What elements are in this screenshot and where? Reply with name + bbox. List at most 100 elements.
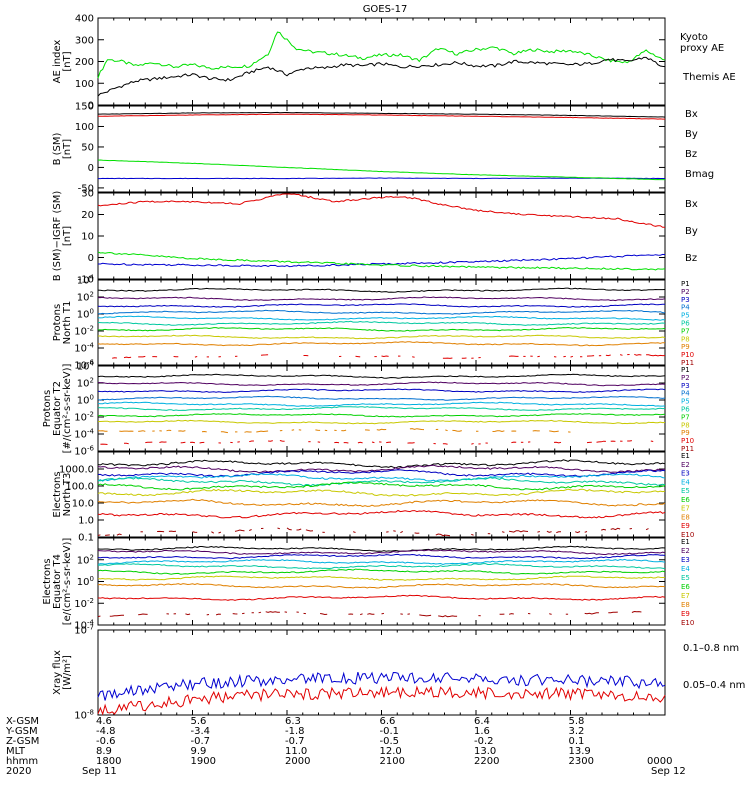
ephemeris-row-label: 2020 xyxy=(6,766,31,777)
series-line-E10 xyxy=(234,529,245,532)
ephemeris-row-label: hhmm xyxy=(6,756,38,767)
series-line-P10 xyxy=(386,441,392,444)
ephemeris-value: 13.0 xyxy=(474,746,496,757)
series-line-E10 xyxy=(393,530,396,532)
series-line-P7 xyxy=(97,326,666,332)
ephemeris-value: 3.2 xyxy=(569,726,585,737)
legend-label: Bmag xyxy=(685,169,714,180)
legend-label: P8 xyxy=(681,421,690,429)
y-axis-label: B (SM) xyxy=(52,132,63,165)
legend-label: P7 xyxy=(681,413,690,421)
y-tick-label: 102 xyxy=(77,377,94,390)
panel-bigrf: -10 0 10 20 30 B (SM)−IGRF (SM) [nT] Bx By Bz xyxy=(52,189,698,286)
legend-label: E7 xyxy=(681,505,690,513)
series-line-E10 xyxy=(471,533,474,536)
y-tick-label: 100 xyxy=(77,575,94,588)
ephemeris-row-label: Z-GSM xyxy=(6,736,39,747)
series-line-P9 xyxy=(220,431,228,434)
legend-label: E10 xyxy=(681,531,694,539)
y-axis-label: Protons xyxy=(42,390,53,427)
ephemeris-value: -0.7 xyxy=(285,736,305,747)
legend-label: P1 xyxy=(681,366,690,374)
ephemeris-value: -0.2 xyxy=(474,736,494,747)
y-axis-label: Xray flux xyxy=(52,650,63,695)
series-line-P9 xyxy=(492,430,505,433)
series-line-E10 xyxy=(138,613,148,616)
series-line-P9 xyxy=(138,430,146,432)
ephemeris-value: 13.9 xyxy=(569,746,591,757)
series-line-E10 xyxy=(305,529,314,532)
series-line-E10 xyxy=(631,610,642,613)
y-tick-label: 50 xyxy=(81,142,94,153)
y-tick-label: 10-2 xyxy=(74,597,94,610)
ephemeris-value: 2100 xyxy=(380,756,405,767)
legend-label: E3 xyxy=(681,470,690,478)
panel-bsm: -50 0 50 100 150 B (SM) [nT] Bx By Bz Bmag xyxy=(52,102,714,195)
legend-label: E2 xyxy=(681,461,690,469)
legend-label: By xyxy=(685,129,698,140)
series-line-E5 xyxy=(97,476,666,487)
series-line-P9 xyxy=(376,428,387,431)
y-axis-label: Equator T2 xyxy=(52,381,63,436)
series-line-P3 xyxy=(97,303,666,308)
series-line-P10 xyxy=(355,355,361,358)
y-tick-label: 150 xyxy=(75,102,94,113)
series-line-Bmag xyxy=(98,111,666,118)
ephemeris-row-label: Y-GSM xyxy=(5,726,38,737)
ephemeris-value: 5.8 xyxy=(569,716,585,727)
series-line-P10 xyxy=(646,354,665,357)
series-line-P8 xyxy=(98,334,666,340)
legend-label: P6 xyxy=(681,406,690,414)
y-tick-label: 104 xyxy=(77,360,95,373)
ephemeris-value: -0.7 xyxy=(191,736,211,747)
series-line-Bx xyxy=(98,177,666,180)
legend-label: P4 xyxy=(681,390,690,398)
series-line-P10 xyxy=(634,353,642,356)
y-tick-label: 10-6 xyxy=(74,445,94,458)
y-tick-label: 10-2 xyxy=(74,325,94,338)
series-line-P7 xyxy=(97,413,666,418)
panel-xray: 10-8 10-7 Xray flux [W/m²] 0.1–0.8 nm 0.05–0.… xyxy=(52,624,745,722)
legend-label: E9 xyxy=(681,522,690,530)
series-line-E10 xyxy=(601,528,607,531)
series-line-P10 xyxy=(194,356,198,358)
ephemeris-value: 12.0 xyxy=(380,746,402,757)
y-axis-label: Protons xyxy=(52,304,63,341)
legend-label: E1 xyxy=(681,452,690,460)
legend-label: P9 xyxy=(681,343,690,351)
series-line-P10 xyxy=(619,354,623,356)
legend-label: E6 xyxy=(681,496,690,504)
series-line-E10 xyxy=(608,611,618,614)
legend-label: P11 xyxy=(681,445,694,453)
panel-frame xyxy=(97,365,666,452)
y-tick-label: 10-7 xyxy=(74,624,94,637)
series-line-E10 xyxy=(501,531,505,533)
series-line-E7 xyxy=(97,575,666,581)
series-line-P9 xyxy=(97,430,108,432)
y-axis-label: Electrons xyxy=(42,558,53,604)
ephemeris-value: -4.8 xyxy=(96,726,116,737)
series-line-P9 xyxy=(178,430,186,432)
series-line-E10 xyxy=(537,531,540,533)
legend-label: P7 xyxy=(681,327,690,335)
legend-label: E4 xyxy=(681,478,690,486)
series-line-E10 xyxy=(215,613,221,616)
y-tick-label: 0 xyxy=(88,253,94,264)
ephemeris-value: 0.1 xyxy=(569,736,585,747)
series-line-E3 xyxy=(97,553,666,560)
series-line-P8 xyxy=(97,419,666,425)
legend-label: Bz xyxy=(685,253,697,264)
series-line-P9 xyxy=(244,431,252,433)
ephemeris-value: 5.6 xyxy=(191,716,207,727)
y-tick-label: -50 xyxy=(78,183,94,194)
y-axis-label: AE index xyxy=(52,40,63,84)
series-line-E8 xyxy=(97,583,666,589)
series-line-P5 xyxy=(97,401,666,407)
legend-label: P10 xyxy=(681,351,694,359)
ephemeris-value: 1.6 xyxy=(474,726,490,737)
legend-label: E9 xyxy=(681,610,690,618)
y-axis-label: North T1 xyxy=(62,301,73,345)
legend-label: E5 xyxy=(681,574,690,582)
